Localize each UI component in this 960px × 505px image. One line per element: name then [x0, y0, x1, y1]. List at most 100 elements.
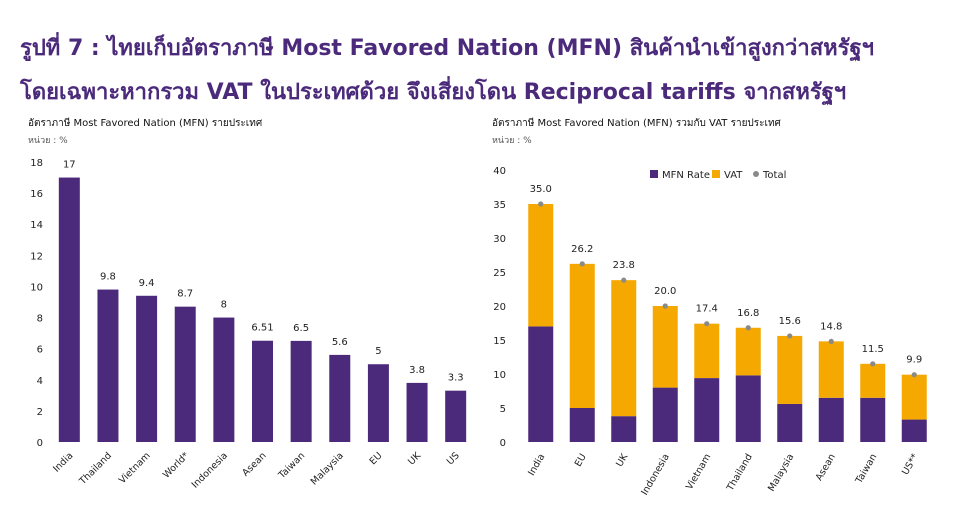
- total-label: 17.4: [696, 304, 718, 315]
- x-tick-label: Vietnam: [117, 450, 153, 486]
- mfn-bar: [58, 177, 80, 443]
- x-tick-label: Taiwan: [276, 450, 307, 481]
- data-label: 5.6: [332, 337, 348, 348]
- x-tick-label: UK: [614, 451, 631, 469]
- vat-bar-segment: [528, 204, 554, 327]
- unit-label: หน่วย : %: [28, 136, 68, 146]
- y-tick-label: 40: [493, 166, 506, 177]
- y-tick-label: 14: [30, 220, 43, 231]
- total-marker: [621, 277, 627, 283]
- mfn-bar: [174, 306, 196, 442]
- mfn-bar: [367, 364, 389, 442]
- total-label: 26.2: [571, 244, 593, 255]
- y-tick-label: 0: [37, 438, 43, 449]
- x-tick-label: US: [445, 450, 462, 467]
- total-label: 16.8: [737, 308, 759, 319]
- mfn-bar: [252, 340, 273, 442]
- total-marker: [704, 321, 710, 327]
- mfn-bar: [97, 289, 119, 442]
- data-label: 8.7: [177, 289, 193, 300]
- mfn-bar: [406, 382, 428, 442]
- y-tick-label: 18: [30, 158, 43, 169]
- y-tick-label: 20: [493, 302, 506, 313]
- data-label: 9.8: [100, 272, 116, 283]
- vat-bar-segment: [652, 306, 678, 388]
- chart-title: อัตราภาษี Most Favored Nation (MFN) รายป…: [28, 117, 263, 129]
- mfn-bar-segment: [528, 326, 554, 442]
- data-label: 17: [63, 160, 76, 171]
- y-tick-label: 4: [37, 376, 43, 387]
- mfn-bar-segment: [901, 419, 927, 442]
- total-marker: [911, 372, 917, 378]
- x-tick-label: Indonesia: [190, 450, 230, 490]
- x-tick-label: EU: [368, 450, 385, 467]
- data-label: 6.51: [251, 323, 273, 334]
- total-label: 15.6: [779, 316, 801, 327]
- total-marker: [828, 338, 834, 344]
- x-tick-label: Indonesia: [639, 452, 672, 497]
- data-label: 5: [375, 346, 381, 357]
- x-tick-label: Malaysia: [766, 452, 796, 493]
- vat-bar-segment: [611, 280, 637, 417]
- total-marker: [870, 361, 876, 367]
- data-label: 3.8: [409, 365, 425, 376]
- x-tick-label: India: [51, 450, 75, 474]
- mfn-bar: [329, 354, 351, 442]
- figure-title-line-1: รูปที่ 7 : ไทยเก็บอัตราภาษี Most Favored…: [20, 36, 874, 61]
- legend-marker-total: [753, 171, 759, 177]
- total-marker: [662, 303, 668, 309]
- mfn-bar-segment: [818, 397, 844, 442]
- mfn-bar-segment: [569, 408, 595, 442]
- total-label: 9.9: [906, 355, 922, 366]
- y-tick-label: 5: [500, 404, 506, 415]
- legend-swatch-vat: [712, 170, 720, 178]
- vat-bar-segment: [735, 327, 761, 376]
- total-label: 11.5: [862, 344, 884, 355]
- data-label: 6.5: [293, 323, 309, 334]
- total-label: 14.8: [820, 321, 842, 332]
- vat-bar-segment: [777, 335, 803, 404]
- y-tick-label: 10: [30, 282, 43, 293]
- total-label: 35.0: [530, 184, 552, 195]
- x-tick-label: India: [526, 452, 547, 478]
- unit-label: หน่วย : %: [492, 136, 532, 146]
- total-label: 23.8: [613, 260, 635, 271]
- y-tick-label: 25: [493, 268, 506, 279]
- y-tick-label: 35: [493, 200, 506, 211]
- x-tick-label: World*: [161, 450, 192, 481]
- y-tick-label: 8: [37, 314, 43, 325]
- mfn-bar: [136, 295, 158, 442]
- y-tick-label: 10: [493, 370, 506, 381]
- x-tick-label: US**: [900, 452, 921, 477]
- total-marker: [538, 201, 544, 207]
- vat-bar-segment: [818, 341, 844, 398]
- vat-bar-segment: [860, 363, 886, 398]
- y-tick-label: 0: [500, 438, 506, 449]
- chart-title: อัตราภาษี Most Favored Nation (MFN) รวมก…: [492, 117, 782, 129]
- figure-title-line-2: โดยเฉพาะหากรวม VAT ในประเทศด้วย จึงเสี่ย…: [20, 80, 847, 105]
- mfn-bar-segment: [694, 378, 720, 442]
- y-tick-label: 16: [30, 189, 43, 200]
- total-label: 20.0: [654, 286, 676, 297]
- mfn-bar-segment: [611, 416, 637, 442]
- vat-bar-segment: [694, 323, 720, 379]
- data-label: 3.3: [448, 373, 464, 384]
- x-tick-label: UK: [406, 450, 424, 468]
- y-tick-label: 2: [37, 407, 43, 418]
- x-tick-label: Vietnam: [684, 452, 713, 492]
- data-label: 9.4: [139, 278, 155, 289]
- x-tick-label: Thailand: [77, 450, 114, 487]
- y-tick-label: 15: [493, 336, 506, 347]
- mfn-bar-segment: [860, 397, 886, 442]
- legend-swatch-mfn: [650, 170, 658, 178]
- x-tick-label: Taiwan: [853, 452, 879, 486]
- x-tick-label: Asean: [240, 450, 268, 478]
- mfn-bar: [445, 390, 467, 442]
- legend-label-total: Total: [762, 170, 786, 181]
- mfn-chart: อัตราภาษี Most Favored Nation (MFN) รายป…: [28, 117, 467, 491]
- mfn-bar: [213, 317, 235, 442]
- vat-bar-segment: [901, 374, 927, 420]
- y-tick-label: 30: [493, 234, 506, 245]
- mfn-bar-segment: [652, 387, 678, 442]
- y-tick-label: 6: [37, 345, 43, 356]
